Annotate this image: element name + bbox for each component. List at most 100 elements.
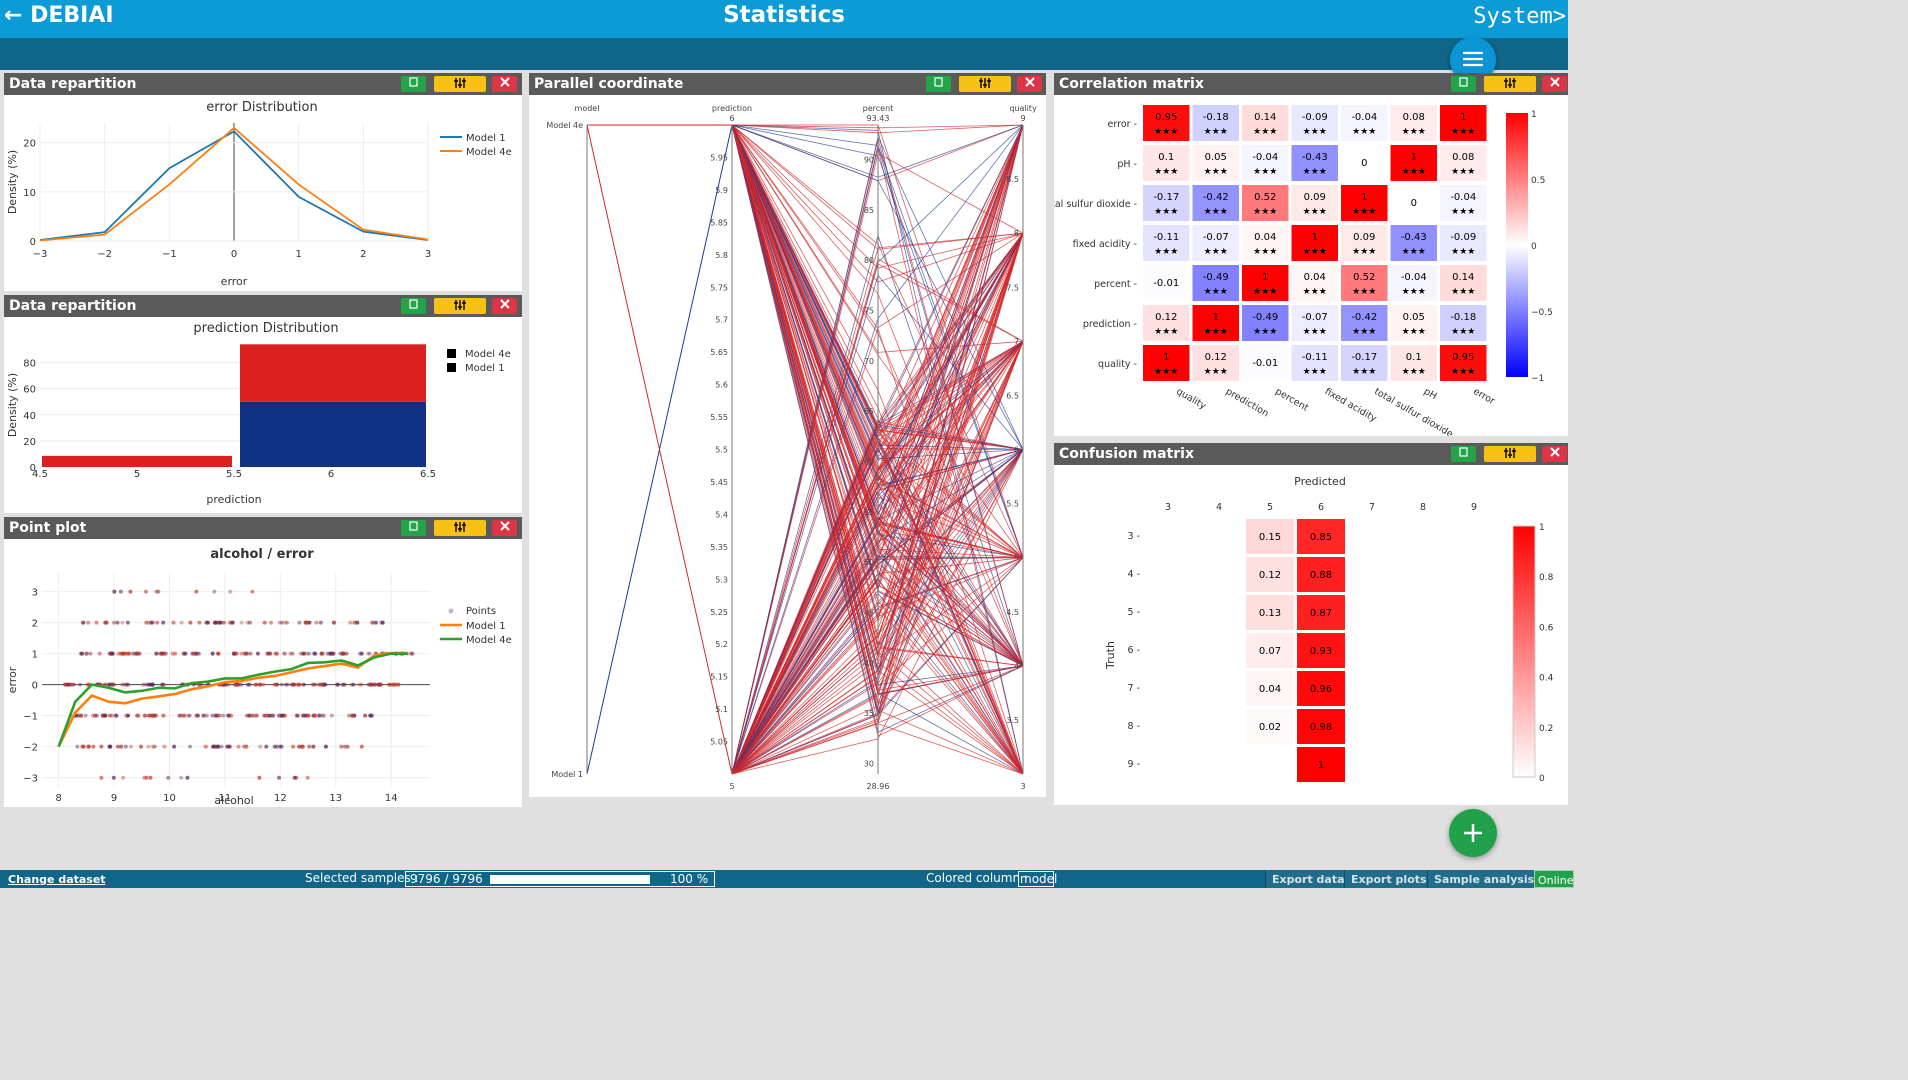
- colorbar-tick: 1: [1531, 110, 1537, 120]
- scatter-point: [245, 651, 250, 656]
- y-tick-label: −3: [23, 774, 38, 785]
- cell-value: -0.42: [1203, 192, 1229, 203]
- close-button[interactable]: [1542, 446, 1567, 462]
- scatter-point: [239, 682, 244, 687]
- bar-model-4e: [240, 344, 426, 402]
- sample-analysis-button[interactable]: Sample analysis: [1427, 870, 1541, 888]
- scatter-point: [255, 651, 260, 656]
- correlation-cell: [1341, 265, 1388, 301]
- correlation-cell: [1341, 225, 1388, 261]
- scatter-point: [283, 651, 288, 656]
- scatter-point: [280, 620, 285, 625]
- row-label: pH -: [1117, 159, 1137, 170]
- scatter-point: [227, 620, 232, 625]
- scatter-point: [110, 651, 115, 656]
- close-button[interactable]: [492, 520, 517, 536]
- settings-button[interactable]: [1484, 446, 1536, 462]
- legend-swatch: [447, 349, 456, 358]
- chart-title: prediction Distribution: [193, 321, 338, 336]
- tick-label: 5.45: [710, 478, 728, 487]
- scatter-point: [75, 744, 80, 749]
- tick-label: 6: [1014, 446, 1019, 455]
- close-icon: [499, 521, 510, 531]
- scatter-point: [275, 682, 280, 687]
- settings-button[interactable]: [959, 76, 1011, 92]
- scatter-point: [146, 744, 151, 749]
- correlation-cell: [1341, 185, 1388, 221]
- change-dataset-link[interactable]: Change dataset: [8, 873, 106, 886]
- x-tick-label: −2: [97, 249, 112, 260]
- scatter-point: [216, 651, 221, 656]
- cell-value: 0.12: [1205, 352, 1227, 363]
- copy-button[interactable]: [926, 76, 951, 92]
- y-axis-label: Density (%): [6, 150, 19, 214]
- copy-button[interactable]: [1451, 76, 1476, 92]
- colored-column-select[interactable]: model: [1018, 871, 1058, 887]
- export-data-button[interactable]: Export data: [1265, 870, 1351, 888]
- settings-button[interactable]: [434, 76, 486, 92]
- tick-label: Model 4e: [546, 121, 583, 130]
- settings-button[interactable]: [434, 298, 486, 314]
- settings-button[interactable]: [1484, 76, 1536, 92]
- y-tick-label: 1: [32, 650, 38, 661]
- axis-range-label: 5: [729, 782, 734, 791]
- x-axis-label: error: [221, 275, 248, 288]
- close-button[interactable]: [1017, 76, 1042, 92]
- copy-button[interactable]: [401, 76, 426, 92]
- scatter-point: [320, 682, 325, 687]
- close-button[interactable]: [1542, 76, 1567, 92]
- selected-samples-percent: 100 %: [670, 872, 709, 886]
- scatter-point: [409, 651, 414, 656]
- scatter-point: [93, 713, 98, 718]
- col-label: 7: [1369, 502, 1375, 513]
- series-line-0: [39, 130, 429, 241]
- tick-label: 5.9: [715, 186, 728, 195]
- copy-button[interactable]: [1451, 446, 1476, 462]
- scatter-point: [185, 775, 190, 780]
- scatter-point: [81, 744, 86, 749]
- tick-label: 40: [864, 659, 874, 668]
- panel-error-distribution: Data repartition error Distribution −3 −2 −…: [4, 73, 522, 291]
- scatter-point: [345, 744, 350, 749]
- cell-value: 0.13: [1259, 608, 1281, 619]
- scatter-point: [183, 651, 188, 656]
- copy-button[interactable]: [401, 298, 426, 314]
- scatter-point: [271, 713, 276, 718]
- user-menu[interactable]: System>: [1473, 4, 1566, 29]
- scatter-point: [244, 744, 249, 749]
- export-plots-button[interactable]: Export plots: [1344, 870, 1433, 888]
- settings-button[interactable]: [434, 520, 486, 536]
- panel-confusion-matrix: Confusion matrix Predicted Truth 3 4 5 6 7 8 9 3 …: [1054, 443, 1568, 805]
- y-tick-label: 20: [23, 139, 36, 150]
- close-button[interactable]: [492, 76, 517, 92]
- tick-label: 5.95: [710, 153, 728, 162]
- scatter-point: [128, 651, 133, 656]
- cell-value: 0.09: [1353, 232, 1375, 243]
- cell-stars: ★★★: [1154, 327, 1178, 337]
- scatter-point: [321, 713, 326, 718]
- scatter-point: [230, 620, 235, 625]
- close-button[interactable]: [492, 298, 517, 314]
- colorbar-tick: 0.2: [1539, 724, 1553, 734]
- scatter-point: [81, 620, 86, 625]
- correlation-cell: [1143, 145, 1190, 181]
- legend-label: Model 4e: [466, 147, 512, 158]
- scatter-point: [340, 651, 345, 656]
- axis-range-label: 3: [1020, 782, 1025, 791]
- scatter-point: [172, 744, 177, 749]
- copy-icon: [1458, 77, 1468, 87]
- confusion-cell: [1297, 557, 1345, 592]
- correlation-cell: [1390, 345, 1437, 381]
- scatter-point: [216, 713, 221, 718]
- cell-value: 0.04: [1254, 232, 1276, 243]
- scatter-point: [305, 775, 310, 780]
- cell-stars: ★★★: [1204, 287, 1228, 297]
- add-widget-button[interactable]: [1449, 809, 1497, 857]
- tick-label: 4: [1014, 662, 1019, 671]
- scatter-point: [279, 682, 284, 687]
- tick-label: 7: [1014, 337, 1019, 346]
- sliders-icon: [454, 522, 466, 532]
- copy-button[interactable]: [401, 520, 426, 536]
- back-button[interactable]: ← DEBIAI: [4, 3, 114, 28]
- col-label: quality: [1174, 386, 1208, 412]
